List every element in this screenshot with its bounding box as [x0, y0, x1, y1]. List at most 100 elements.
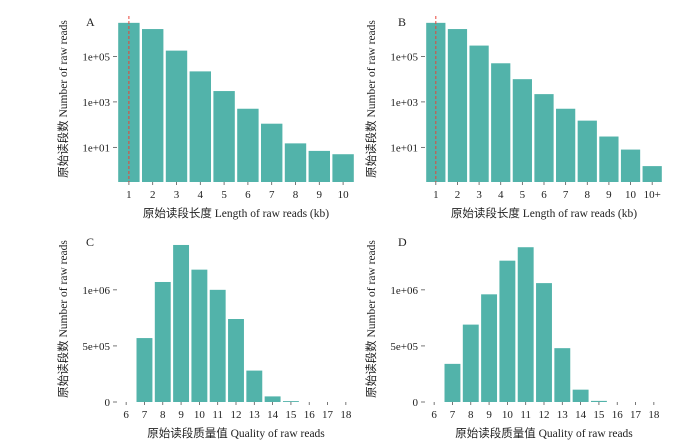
bar-9	[599, 136, 619, 182]
bar-14	[264, 396, 281, 402]
x-tick-label: 7	[142, 409, 148, 421]
bar-8	[462, 324, 479, 402]
x-tick-label: 8	[293, 189, 299, 201]
x-tick-label: 17	[630, 409, 642, 421]
y-tick-label: 1e+01	[390, 142, 418, 154]
y-axis-title: 原始读段数 Number of raw reads	[56, 20, 70, 178]
x-tick-label: 5	[221, 189, 227, 201]
x-tick-label: 5	[520, 189, 526, 201]
bar-9	[481, 294, 498, 402]
y-tick-label: 1e+01	[82, 142, 110, 154]
bar-13	[554, 348, 571, 402]
bar-4	[189, 71, 211, 182]
bar-6	[237, 108, 259, 182]
x-axis-title: 原始读段长度 Length of raw reads (kb)	[451, 206, 637, 220]
x-tick-label: 8	[160, 409, 166, 421]
x-tick-label: 15	[593, 409, 605, 421]
x-axis-title: 原始读段质量值 Quality of raw reads	[455, 426, 633, 440]
bar-3	[165, 50, 188, 182]
panel-letter: D	[398, 235, 407, 249]
bar-14	[572, 389, 589, 402]
bar-15	[282, 401, 299, 402]
x-axis-title: 原始读段质量值 Quality of raw reads	[147, 426, 325, 440]
bar-8	[154, 281, 171, 402]
x-tick-label: 13	[249, 409, 261, 421]
bar-6	[534, 94, 554, 182]
x-tick-label: 18	[340, 409, 352, 421]
bar-10	[620, 149, 641, 182]
bar-9	[173, 244, 190, 402]
bar-11	[209, 289, 226, 402]
y-tick-label: 0	[105, 397, 111, 409]
bar-12	[536, 283, 552, 402]
bar-2	[447, 29, 468, 183]
x-tick-label: 10	[338, 189, 350, 201]
x-axis-title: 原始读段长度 Length of raw reads (kb)	[143, 206, 329, 220]
x-tick-label: 4	[198, 189, 204, 201]
bar-11	[517, 247, 534, 402]
x-tick-label: 6	[431, 409, 437, 421]
x-tick-label: 1	[433, 189, 439, 201]
y-tick-label: 1e+03	[82, 97, 110, 109]
x-tick-label: 14	[575, 409, 587, 421]
bar-7	[136, 338, 153, 402]
x-tick-label: 14	[267, 409, 279, 421]
x-tick-label: 6	[541, 189, 547, 201]
y-tick-label: 5e+05	[82, 341, 110, 353]
panel-a: A 1e+01 1e+03 1e+05 1 2 3 4 5 6 7 8 9 10 原始读段长度 Length…	[56, 15, 354, 220]
x-tick-label: 10	[502, 409, 514, 421]
bar-2	[142, 29, 164, 183]
panel-d: D 0 5e+05 1e+06 6 7 8 9 10 11 12 13 14 15 16 17 18 原始读段质量…	[364, 235, 660, 440]
bar-15	[590, 400, 607, 402]
bar-7	[261, 123, 283, 182]
x-tick-label: 9	[317, 189, 323, 201]
x-tick-label: 8	[585, 189, 591, 201]
panel-letter: B	[398, 15, 406, 29]
x-tick-label: 16	[304, 409, 316, 421]
x-tick-label: 7	[269, 189, 275, 201]
bar-9	[308, 150, 330, 182]
x-tick-label: 7	[563, 189, 569, 201]
bar-10	[499, 260, 516, 402]
x-tick-label: 2	[150, 189, 156, 201]
x-tick-label: 16	[612, 409, 624, 421]
bar-4	[491, 63, 511, 182]
bar-7	[444, 363, 461, 402]
bar-10+	[642, 166, 662, 182]
x-tick-label: 11	[212, 409, 223, 421]
bar-12	[228, 319, 244, 402]
x-tick-label: 9	[486, 409, 492, 421]
y-tick-label: 1e+03	[390, 97, 418, 109]
x-tick-label: 1	[126, 189, 132, 201]
y-tick-label: 5e+05	[390, 341, 418, 353]
x-tick-label: 12	[231, 409, 242, 421]
x-tick-label: 8	[468, 409, 474, 421]
x-tick-label: 10	[625, 189, 637, 201]
x-tick-label: 3	[476, 189, 482, 201]
x-tick-label: 12	[539, 409, 550, 421]
x-tick-label: 7	[450, 409, 456, 421]
y-axis-title: 原始读段数 Number of raw reads	[364, 240, 378, 398]
bar-5	[512, 79, 532, 182]
bar-13	[246, 370, 263, 402]
x-tick-label: 9	[606, 189, 612, 201]
x-tick-label: 4	[498, 189, 504, 201]
bar-8	[284, 143, 307, 182]
panel-c: C 0 5e+05 1e+06 6 7 8 9 10 11 12 13 14 15 16 17 18 原始读段质量…	[56, 235, 352, 440]
x-tick-label: 18	[648, 409, 660, 421]
x-tick-label: 6	[123, 409, 129, 421]
x-tick-label: 11	[520, 409, 531, 421]
bar-5	[213, 91, 235, 182]
x-tick-label: 3	[174, 189, 180, 201]
x-tick-label: 10	[194, 409, 206, 421]
bar-8	[577, 120, 597, 182]
y-tick-label: 1e+06	[390, 285, 418, 297]
y-tick-label: 1e+05	[390, 51, 418, 63]
x-tick-label: 10+	[644, 189, 661, 201]
panel-letter: A	[86, 15, 95, 29]
x-tick-label: 9	[178, 409, 184, 421]
y-axis-title: 原始读段数 Number of raw reads	[364, 20, 378, 178]
y-tick-label: 1e+06	[82, 285, 110, 297]
y-axis-title: 原始读段数 Number of raw reads	[56, 240, 70, 398]
